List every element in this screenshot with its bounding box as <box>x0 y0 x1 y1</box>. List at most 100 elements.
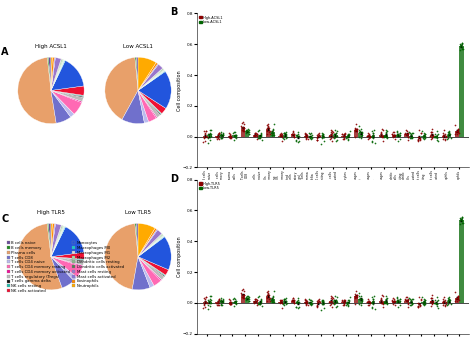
Point <box>226 301 233 306</box>
Point <box>340 297 347 303</box>
Point <box>307 131 315 136</box>
Point <box>264 123 271 128</box>
Point <box>428 134 436 140</box>
Point <box>456 41 464 47</box>
Point <box>282 131 290 137</box>
Point <box>304 136 311 141</box>
Point <box>368 128 376 134</box>
Bar <box>232 302 237 303</box>
Point <box>289 132 297 137</box>
Point <box>393 300 401 305</box>
Point <box>381 299 389 305</box>
Point <box>319 134 327 140</box>
Point <box>294 139 301 145</box>
Point <box>416 294 423 299</box>
Point <box>351 127 359 132</box>
Point <box>459 46 466 52</box>
Point <box>433 135 440 141</box>
Point <box>383 135 391 141</box>
Point <box>290 131 297 136</box>
Point <box>240 121 248 126</box>
Point <box>382 127 390 133</box>
Point <box>378 292 385 298</box>
Point <box>341 133 348 139</box>
Point <box>268 132 276 137</box>
Point <box>252 300 259 305</box>
Point <box>455 130 463 135</box>
Point <box>245 129 252 134</box>
Point <box>313 304 321 309</box>
Point <box>239 292 246 297</box>
Point <box>231 129 238 134</box>
Bar <box>295 136 300 137</box>
Point <box>332 138 339 143</box>
Point <box>404 131 411 137</box>
Point <box>420 298 428 304</box>
Point <box>457 43 465 48</box>
Point <box>356 124 363 129</box>
Point <box>392 298 399 304</box>
Point <box>330 131 337 137</box>
Bar <box>417 136 421 137</box>
Point <box>318 307 325 313</box>
Point <box>458 41 466 47</box>
Point <box>389 133 397 139</box>
Point <box>207 127 214 133</box>
Point <box>314 300 321 305</box>
Point <box>378 300 386 305</box>
Point <box>302 134 310 140</box>
Point <box>406 297 414 302</box>
Bar <box>417 303 421 304</box>
Point <box>320 134 328 140</box>
Point <box>264 121 272 126</box>
Point <box>219 299 227 304</box>
Wedge shape <box>51 90 71 123</box>
Bar <box>392 135 396 136</box>
Point <box>458 214 466 220</box>
Point <box>456 218 464 223</box>
Point <box>276 133 284 138</box>
Point <box>344 302 352 308</box>
Wedge shape <box>138 64 158 90</box>
Point <box>340 300 347 305</box>
Point <box>341 297 349 302</box>
Point <box>421 135 429 140</box>
Point <box>403 128 410 133</box>
Point <box>319 301 327 306</box>
Point <box>242 294 249 300</box>
Point <box>245 129 253 135</box>
Point <box>251 132 259 137</box>
Point <box>295 304 303 310</box>
Point <box>356 295 364 301</box>
Point <box>331 134 339 140</box>
Point <box>453 131 461 137</box>
Point <box>238 127 246 133</box>
Point <box>290 300 298 305</box>
Point <box>319 299 326 304</box>
Point <box>320 300 328 306</box>
Wedge shape <box>51 90 83 101</box>
Point <box>268 299 276 304</box>
Point <box>232 135 239 141</box>
Point <box>364 133 371 139</box>
Point <box>212 301 220 306</box>
Point <box>329 134 337 140</box>
Point <box>313 137 320 142</box>
Point <box>341 131 349 136</box>
Point <box>314 299 321 304</box>
Bar <box>308 302 312 303</box>
Point <box>313 137 320 143</box>
Point <box>368 300 376 306</box>
Point <box>364 130 372 136</box>
Wedge shape <box>51 86 84 95</box>
Point <box>307 136 315 142</box>
Point <box>439 298 447 304</box>
Point <box>326 302 334 308</box>
Point <box>404 298 411 303</box>
Bar <box>358 133 363 136</box>
Point <box>404 130 412 136</box>
Point <box>370 127 378 133</box>
Point <box>383 296 390 301</box>
Point <box>383 301 390 306</box>
Point <box>330 301 337 307</box>
